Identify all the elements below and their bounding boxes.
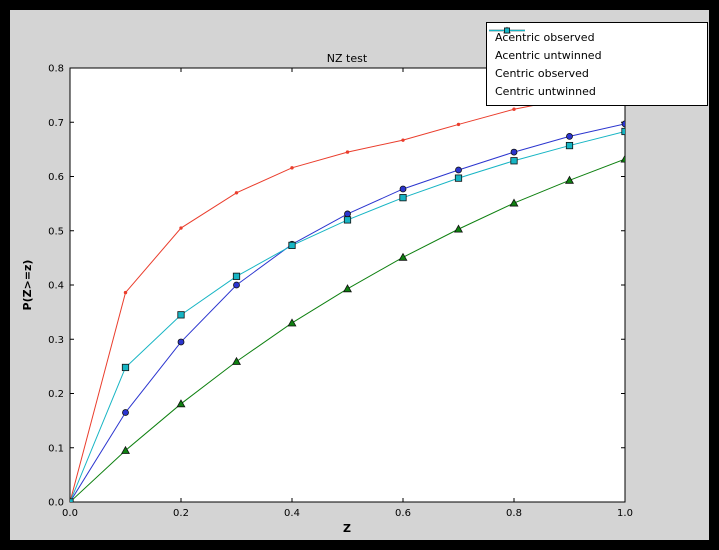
legend-label: Acentric observed — [495, 30, 595, 44]
square-marker — [621, 127, 625, 136]
x-tick-label: 0.0 — [62, 508, 78, 519]
circle-marker — [566, 132, 573, 140]
legend-entry: Centric observed — [489, 29, 699, 82]
square-marker — [454, 174, 463, 182]
triangle-marker — [620, 154, 625, 163]
triangle-marker — [509, 198, 519, 207]
x-tick-label: 1.0 — [617, 508, 633, 519]
square-marker — [399, 194, 407, 202]
circle-marker — [344, 210, 351, 218]
series-centric-untwinned — [70, 127, 625, 502]
chart-title: NZ test — [327, 52, 368, 65]
legend-line-sample — [489, 27, 525, 34]
square-marker — [121, 363, 130, 372]
dot-marker — [345, 150, 350, 154]
triangle-marker — [565, 175, 574, 184]
dot-marker — [123, 290, 128, 295]
triangle-marker — [398, 252, 408, 261]
x-tick-label: 0.8 — [506, 508, 522, 519]
circle-marker — [455, 166, 462, 174]
square-marker — [232, 272, 241, 280]
y-tick-label: 0.6 — [48, 172, 64, 183]
triangle-marker — [121, 445, 130, 454]
circle-marker — [177, 338, 185, 346]
dot-marker — [456, 122, 461, 127]
triangle-marker — [454, 224, 463, 233]
series-acentric-untwinned — [70, 154, 625, 502]
circle-marker — [399, 185, 407, 193]
x-axis-label: Z — [343, 522, 351, 535]
square-marker — [343, 216, 352, 224]
y-tick-label: 0.7 — [48, 118, 64, 129]
x-tick-label: 0.2 — [173, 508, 189, 519]
y-tick-label: 0.0 — [48, 498, 64, 509]
dot-marker — [290, 166, 294, 170]
y-tick-label: 0.8 — [48, 64, 64, 75]
circle-marker — [510, 148, 518, 156]
dot-marker — [401, 138, 405, 142]
dot-marker — [234, 191, 239, 195]
square-marker — [565, 141, 574, 150]
circle-marker — [122, 409, 129, 416]
y-tick-label: 0.2 — [48, 389, 64, 400]
triangle-marker — [176, 399, 186, 408]
legend-label: Acentric untwinned — [495, 48, 602, 62]
legend-label: Centric untwinned — [495, 84, 596, 98]
triangle-marker — [287, 318, 297, 327]
triangle-marker — [343, 284, 352, 293]
y-tick-label: 0.5 — [48, 226, 64, 237]
circle-marker — [621, 120, 625, 128]
circle-marker — [233, 281, 240, 289]
square-marker — [510, 157, 518, 165]
triangle-marker — [232, 356, 241, 365]
legend: Acentric observed Acentric untwinned Centr… — [486, 22, 708, 106]
legend-label: Centric observed — [495, 66, 589, 80]
dot-marker — [512, 107, 516, 111]
square-marker — [504, 27, 510, 34]
x-tick-label: 0.4 — [284, 508, 300, 519]
square-marker — [70, 498, 74, 502]
y-tick-label: 0.3 — [48, 335, 64, 346]
square-marker — [288, 241, 296, 249]
dot-marker — [179, 226, 183, 230]
y-tick-label: 0.4 — [48, 281, 64, 292]
y-tick-label: 0.1 — [48, 443, 64, 454]
legend-entry: Acentric untwinned — [489, 26, 699, 64]
y-axis-label: P(Z>=z) — [21, 260, 34, 311]
legend-entry: Centric untwinned — [489, 27, 699, 100]
x-tick-label: 0.6 — [395, 508, 411, 519]
square-marker — [177, 311, 185, 319]
